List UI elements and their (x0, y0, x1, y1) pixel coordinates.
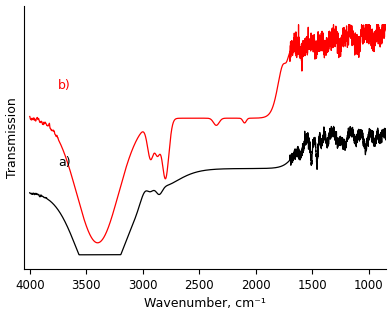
Text: b): b) (58, 79, 71, 93)
Y-axis label: Transmission: Transmission (5, 97, 18, 178)
Text: a): a) (58, 156, 71, 169)
X-axis label: Wavenumber, cm⁻¹: Wavenumber, cm⁻¹ (144, 297, 266, 310)
